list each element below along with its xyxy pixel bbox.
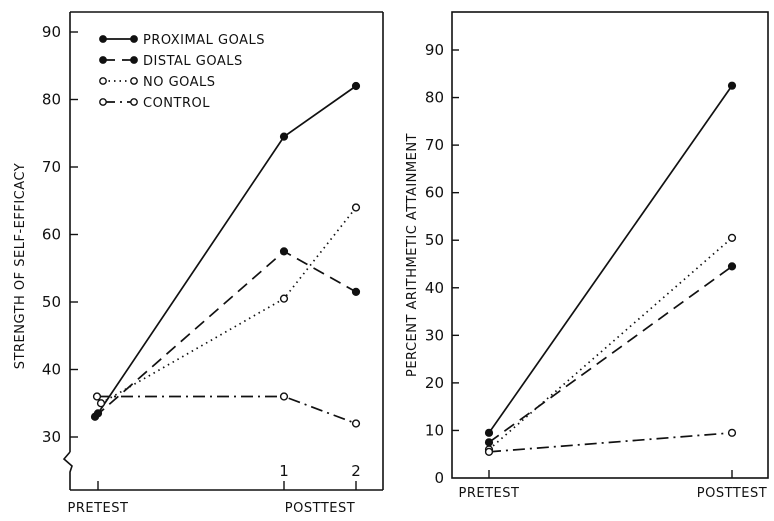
legend-marker-proximal-goals-1 — [99, 35, 107, 43]
right-point-control-2 — [727, 428, 737, 437]
right-point-distal-goals-1 — [484, 438, 494, 447]
left-point-no-goals-1 — [96, 399, 106, 408]
left-chart: 30 40 50 60 70 80 90 PROXIMAL GOALS DISTAL GOAL… — [13, 11, 384, 516]
right-y-axis-label: PERCENT ARITHMETIC ATTAINMENT — [405, 133, 420, 377]
left-y-tick-label-60: 60 — [42, 226, 61, 244]
legend-label-proximal-goals: PROXIMAL GOALS — [143, 33, 265, 48]
legend-marker-distal-goals-1 — [99, 56, 107, 64]
left-point-distal-goals-1 — [90, 412, 100, 421]
right-point-proximal-goals-1 — [484, 428, 494, 437]
left-point-no-goals-2 — [279, 294, 289, 303]
legend-marker-distal-goals-2 — [130, 56, 138, 64]
right-series-line-control — [488, 431, 733, 453]
left-x-label-pretest: PRETEST — [68, 501, 129, 516]
right-x-label-posttest: POSTTEST — [697, 486, 767, 501]
left-y-tick-label-50: 50 — [42, 293, 61, 311]
left-x-tick-label-2: 2 — [351, 462, 361, 480]
legend-marker-control-1 — [99, 98, 107, 106]
left-point-distal-goals-3 — [351, 287, 361, 296]
left-series-line-no-goals — [100, 206, 357, 404]
right-y-tick-label-60: 60 — [425, 184, 444, 202]
legend-marker-proximal-goals-2 — [130, 35, 138, 43]
left-x-tick-label-1: 1 — [279, 462, 289, 480]
right-y-tick-label-50: 50 — [425, 231, 444, 249]
legend-marker-no-goals-1 — [99, 77, 107, 85]
right-series-line-proximal-goals — [488, 85, 733, 434]
right-y-tick-label-90: 90 — [425, 41, 444, 59]
right-point-no-goals-2 — [727, 233, 737, 242]
right-y-tick-label-40: 40 — [425, 279, 444, 297]
left-point-control-2 — [279, 392, 289, 401]
legend-marker-control-2 — [130, 98, 138, 106]
right-point-distal-goals-2 — [727, 262, 737, 271]
left-point-proximal-goals-3 — [351, 81, 361, 91]
right-y-tick-label-10: 10 — [425, 421, 444, 439]
left-y-tick-label-90: 90 — [42, 23, 61, 41]
right-plot-border — [451, 11, 769, 479]
left-y-tick-label-70: 70 — [42, 158, 61, 176]
right-y-tick-label-0: 0 — [434, 469, 444, 487]
legend-marker-no-goals-2 — [130, 77, 138, 85]
left-y-axis-label: STRENGTH OF SELF-EFFICACY — [13, 163, 28, 369]
right-point-control-1 — [484, 447, 494, 456]
legend-label-no-goals: NO GOALS — [143, 75, 216, 90]
left-point-proximal-goals-2 — [279, 132, 289, 141]
left-y-tick-label-30: 30 — [42, 428, 61, 446]
left-point-no-goals-3 — [351, 203, 361, 212]
left-y-axis — [62, 12, 73, 490]
right-y-tick-label-20: 20 — [425, 374, 444, 392]
legend-label-distal-goals: DISTAL GOALS — [143, 54, 243, 69]
right-y-tick-label-70: 70 — [425, 136, 444, 154]
left-series-line-control — [97, 395, 357, 425]
right-y-tick-label-30: 30 — [425, 326, 444, 344]
right-series-line-distal-goals — [488, 265, 733, 444]
right-chart: 0 10 20 30 40 50 60 70 80 90 PERCENT ARITHMETIC A… — [405, 11, 769, 501]
right-x-label-pretest: PRETEST — [459, 486, 520, 501]
left-series-line-distal-goals — [94, 250, 357, 418]
right-point-proximal-goals-2 — [727, 81, 737, 90]
left-y-tick-label-80: 80 — [42, 91, 61, 109]
right-y-tick-label-80: 80 — [425, 89, 444, 107]
left-point-control-3 — [351, 419, 361, 428]
legend-label-control: CONTROL — [143, 96, 210, 111]
right-series-line-no-goals — [488, 237, 733, 451]
left-point-control-1 — [92, 392, 102, 401]
left-y-tick-label-40: 40 — [42, 361, 61, 379]
left-series-line-proximal-goals — [97, 85, 357, 414]
left-x-label-posttest: POSTTEST — [285, 501, 355, 516]
left-point-distal-goals-2 — [279, 247, 289, 256]
